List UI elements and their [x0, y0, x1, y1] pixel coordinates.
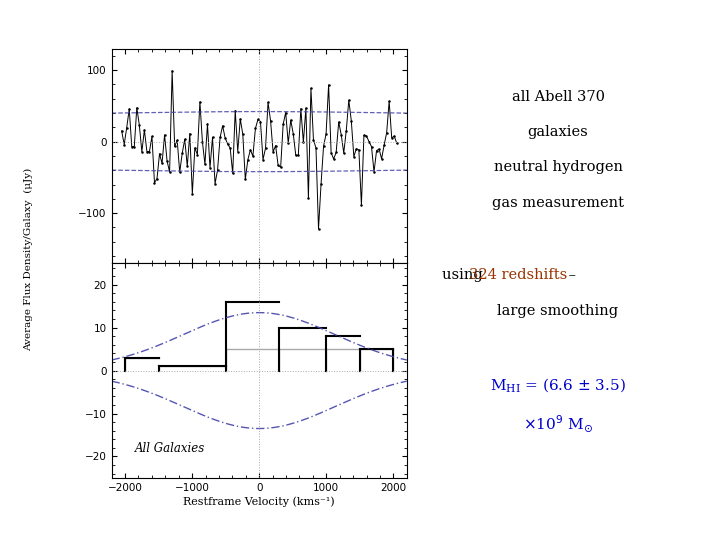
Text: gas measurement: gas measurement: [492, 195, 624, 210]
Text: Average Flux Density/Galaxy  (μJy): Average Flux Density/Galaxy (μJy): [24, 167, 33, 351]
Text: using: using: [442, 268, 487, 282]
Text: neutral hydrogen: neutral hydrogen: [493, 160, 623, 174]
Text: 324 redshifts: 324 redshifts: [469, 268, 567, 282]
Text: galaxies: galaxies: [528, 125, 588, 139]
Text: M$_{\mathregular{HI}}$ = (6.6 $\pm$ 3.5): M$_{\mathregular{HI}}$ = (6.6 $\pm$ 3.5): [490, 377, 626, 395]
Text: All Galaxies: All Galaxies: [135, 442, 205, 455]
Text: –: –: [564, 268, 576, 282]
X-axis label: Restframe Velocity (kms⁻¹): Restframe Velocity (kms⁻¹): [184, 497, 335, 508]
Text: large smoothing: large smoothing: [498, 303, 618, 318]
Text: $\times$10$^{9}$ M$_{\odot}$: $\times$10$^{9}$ M$_{\odot}$: [523, 414, 593, 434]
Text: all Abell 370: all Abell 370: [511, 90, 605, 104]
